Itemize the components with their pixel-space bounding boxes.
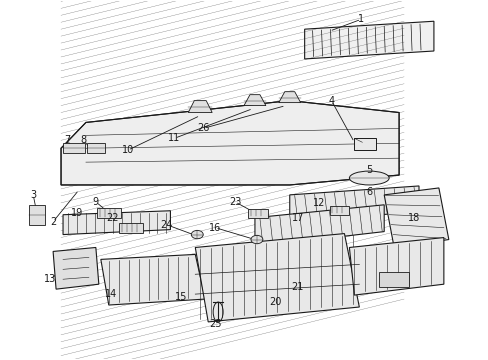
- Bar: [354, 138, 375, 150]
- Text: 22: 22: [106, 213, 119, 223]
- Text: 8: 8: [81, 135, 87, 145]
- Polygon shape: [289, 186, 418, 222]
- Ellipse shape: [191, 230, 203, 239]
- Text: 2: 2: [50, 217, 56, 227]
- Text: 15: 15: [175, 292, 187, 302]
- Text: 20: 20: [269, 297, 282, 307]
- Text: 21: 21: [291, 282, 303, 292]
- Polygon shape: [61, 100, 398, 185]
- Bar: [29, 205, 45, 225]
- Polygon shape: [195, 234, 359, 322]
- Text: 25: 25: [208, 319, 221, 329]
- Text: 10: 10: [122, 145, 134, 155]
- Text: 23: 23: [228, 197, 241, 207]
- Polygon shape: [304, 21, 433, 59]
- Bar: [97, 208, 121, 218]
- Text: 16: 16: [208, 222, 221, 233]
- Polygon shape: [384, 188, 448, 247]
- Bar: [87, 143, 104, 153]
- Bar: [63, 143, 85, 153]
- Ellipse shape: [349, 171, 388, 185]
- Bar: [379, 272, 408, 287]
- Text: 11: 11: [168, 133, 180, 143]
- Bar: [119, 223, 142, 233]
- Polygon shape: [188, 100, 212, 113]
- Bar: [329, 206, 349, 215]
- Text: 4: 4: [328, 96, 334, 105]
- Polygon shape: [349, 238, 443, 295]
- Text: 13: 13: [44, 274, 56, 284]
- Text: 12: 12: [313, 198, 325, 208]
- Text: 26: 26: [197, 123, 209, 134]
- Text: 18: 18: [407, 213, 419, 223]
- Text: 1: 1: [358, 14, 364, 24]
- Text: 17: 17: [291, 213, 303, 223]
- Text: 9: 9: [93, 197, 99, 207]
- Text: 7: 7: [64, 135, 70, 145]
- Text: 6: 6: [366, 187, 371, 197]
- Polygon shape: [63, 211, 170, 235]
- Text: 19: 19: [71, 208, 83, 218]
- Polygon shape: [53, 247, 99, 289]
- Bar: [247, 209, 267, 218]
- Ellipse shape: [250, 235, 263, 244]
- Polygon shape: [278, 92, 300, 103]
- Polygon shape: [101, 255, 205, 305]
- Text: 24: 24: [160, 220, 172, 230]
- Text: 14: 14: [104, 289, 117, 299]
- Polygon shape: [254, 205, 384, 247]
- Text: 5: 5: [366, 165, 372, 175]
- Text: 3: 3: [30, 190, 36, 200]
- Polygon shape: [244, 95, 265, 105]
